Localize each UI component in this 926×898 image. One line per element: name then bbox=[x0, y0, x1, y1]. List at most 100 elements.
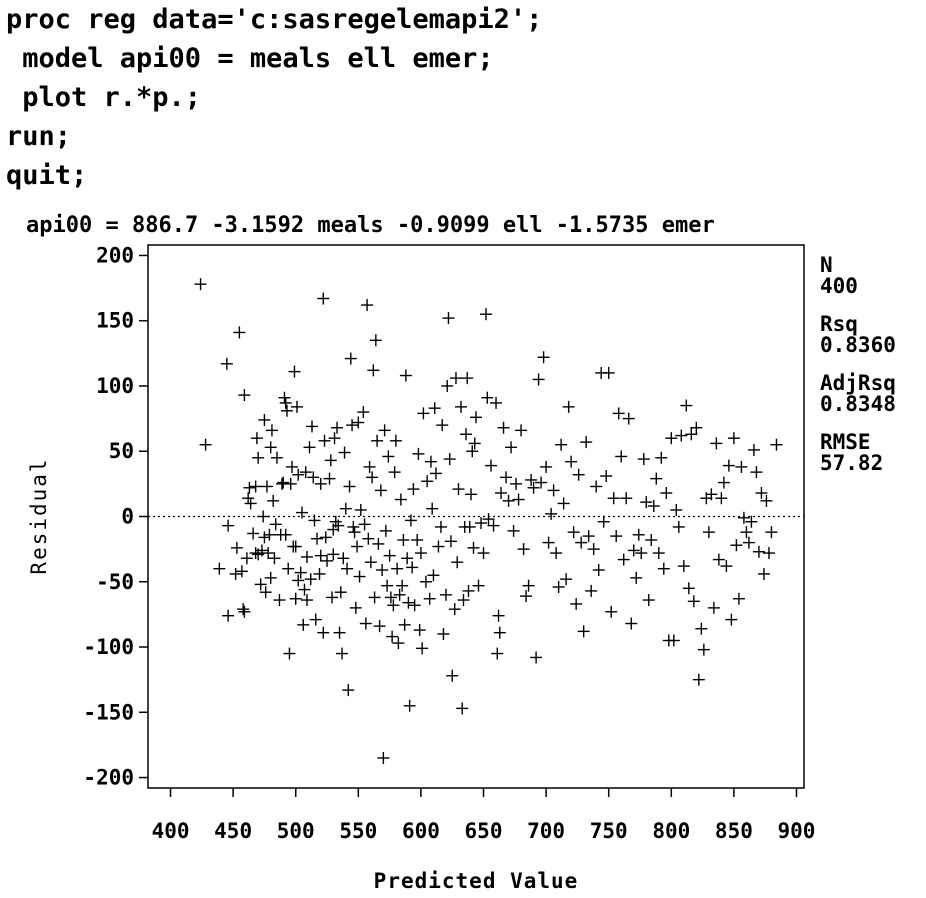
data-point bbox=[532, 373, 545, 386]
data-point bbox=[737, 511, 750, 524]
data-point bbox=[650, 472, 663, 485]
data-point bbox=[670, 503, 683, 516]
data-point bbox=[464, 488, 477, 501]
data-point bbox=[238, 605, 251, 618]
data-point bbox=[295, 506, 308, 519]
data-point bbox=[326, 591, 339, 604]
data-point bbox=[368, 591, 381, 604]
data-point bbox=[500, 471, 513, 484]
data-point bbox=[570, 597, 583, 610]
data-point bbox=[233, 326, 246, 339]
data-point bbox=[347, 520, 360, 533]
data-point bbox=[288, 365, 301, 378]
data-point bbox=[289, 592, 302, 605]
data-point bbox=[222, 609, 235, 622]
data-point bbox=[399, 369, 412, 382]
stat-value: 0.8360 bbox=[820, 333, 896, 357]
data-point bbox=[341, 562, 354, 575]
data-point bbox=[680, 399, 693, 412]
data-point bbox=[582, 530, 595, 543]
data-point bbox=[300, 594, 313, 607]
data-point bbox=[535, 476, 548, 489]
data-point bbox=[665, 432, 678, 445]
data-point bbox=[268, 552, 281, 565]
data-point bbox=[299, 466, 312, 479]
data-point bbox=[258, 531, 271, 544]
data-point bbox=[257, 510, 270, 523]
data-point bbox=[432, 540, 445, 553]
x-tick-label: 400 bbox=[152, 819, 190, 843]
data-point bbox=[762, 547, 775, 560]
data-point bbox=[282, 562, 295, 575]
data-point bbox=[732, 592, 745, 605]
data-point bbox=[630, 571, 643, 584]
data-point bbox=[725, 613, 738, 626]
data-point bbox=[466, 445, 479, 458]
data-point bbox=[485, 459, 498, 472]
data-point bbox=[392, 637, 405, 650]
stat-value: 400 bbox=[820, 274, 858, 298]
data-point bbox=[222, 519, 235, 532]
data-point bbox=[757, 567, 770, 580]
data-point bbox=[690, 421, 703, 434]
data-point bbox=[443, 453, 456, 466]
data-point bbox=[468, 437, 481, 450]
data-point bbox=[372, 537, 385, 550]
data-point bbox=[255, 544, 268, 557]
data-point bbox=[605, 605, 618, 618]
data-point bbox=[454, 400, 467, 413]
data-point bbox=[279, 396, 292, 409]
data-point bbox=[490, 396, 503, 409]
data-point bbox=[727, 432, 740, 445]
x-tick-label: 700 bbox=[527, 819, 565, 843]
data-point bbox=[391, 562, 404, 575]
data-point bbox=[645, 533, 658, 546]
data-point bbox=[352, 416, 365, 429]
data-point bbox=[393, 588, 406, 601]
data-point bbox=[462, 584, 475, 597]
data-point bbox=[263, 528, 276, 541]
data-point bbox=[387, 599, 400, 612]
data-point bbox=[401, 552, 414, 565]
data-point bbox=[377, 751, 390, 764]
data-point bbox=[357, 406, 370, 419]
data-point bbox=[199, 438, 212, 451]
data-point bbox=[318, 434, 331, 447]
data-point bbox=[567, 526, 580, 539]
data-point bbox=[565, 455, 578, 468]
data-point bbox=[371, 434, 384, 447]
data-point bbox=[404, 514, 417, 527]
data-point bbox=[285, 460, 298, 473]
data-point bbox=[652, 547, 665, 560]
data-point bbox=[242, 492, 255, 505]
data-point bbox=[745, 515, 758, 528]
data-point bbox=[333, 626, 346, 639]
data-point bbox=[597, 515, 610, 528]
data-point bbox=[557, 497, 570, 510]
data-point bbox=[472, 579, 485, 592]
data-point bbox=[264, 571, 277, 584]
data-point bbox=[607, 492, 620, 505]
data-point bbox=[314, 477, 327, 490]
data-point bbox=[238, 389, 251, 402]
data-point bbox=[655, 451, 668, 464]
data-point bbox=[194, 278, 207, 291]
data-point bbox=[491, 647, 504, 660]
data-point bbox=[685, 428, 698, 441]
data-point bbox=[363, 460, 376, 473]
data-point bbox=[515, 424, 528, 437]
data-point bbox=[270, 451, 283, 464]
data-point bbox=[657, 562, 670, 575]
data-point bbox=[317, 626, 330, 639]
code-line: quit; bbox=[6, 160, 88, 191]
y-tick-label: 50 bbox=[109, 439, 134, 463]
data-point bbox=[378, 424, 391, 437]
x-tick-label: 650 bbox=[465, 819, 503, 843]
data-point bbox=[284, 477, 297, 490]
data-point bbox=[303, 441, 316, 454]
data-point bbox=[235, 565, 248, 578]
data-point bbox=[446, 669, 459, 682]
data-point bbox=[695, 622, 708, 635]
data-point bbox=[244, 497, 257, 510]
data-point bbox=[750, 466, 763, 479]
